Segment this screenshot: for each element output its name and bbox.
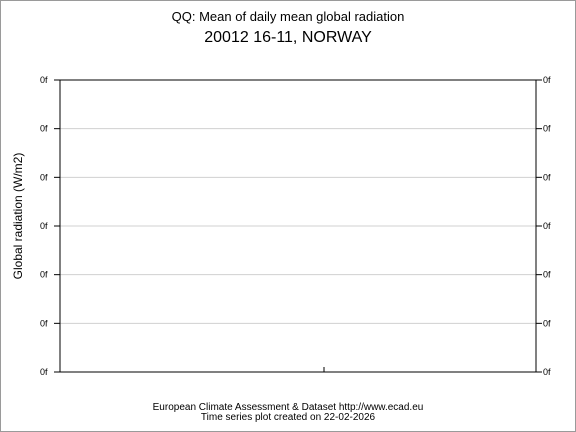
footer-source: European Climate Assessment & Dataset ht… — [153, 402, 424, 413]
y-tick-label-left: 0f — [40, 367, 48, 377]
gridlines — [60, 128, 536, 324]
y-tick-label-right: 0f — [543, 75, 551, 85]
y-tick-label-right: 0f — [543, 172, 551, 182]
y-tick-label-left: 0f — [40, 172, 48, 182]
y-tick-label-right: 0f — [543, 318, 551, 328]
y-axis-right: 0f 0f 0f 0f 0f 0f 0f — [536, 75, 551, 377]
y-tick-label-right: 0f — [543, 270, 551, 280]
y-axis-label: Global radiation (W/m2) — [11, 153, 25, 280]
y-tick-label-left: 0f — [40, 270, 48, 280]
chart-subtitle: 20012 16-11, NORWAY — [204, 29, 372, 46]
y-tick-label-left: 0f — [40, 124, 48, 134]
y-tick-label-left: 0f — [40, 318, 48, 328]
y-tick-label-right: 0f — [543, 124, 551, 134]
y-tick-label-left: 0f — [40, 75, 48, 85]
y-tick-label-right: 0f — [543, 367, 551, 377]
chart-title: QQ: Mean of daily mean global radiation — [172, 9, 405, 24]
y-tick-label-right: 0f — [543, 221, 551, 231]
y-tick-label-left: 0f — [40, 221, 48, 231]
plot-area — [59, 79, 537, 373]
footer-created: Time series plot created on 22-02-2026 — [201, 412, 376, 423]
y-axis-left: 0f 0f 0f 0f 0f 0f 0f — [40, 75, 60, 377]
